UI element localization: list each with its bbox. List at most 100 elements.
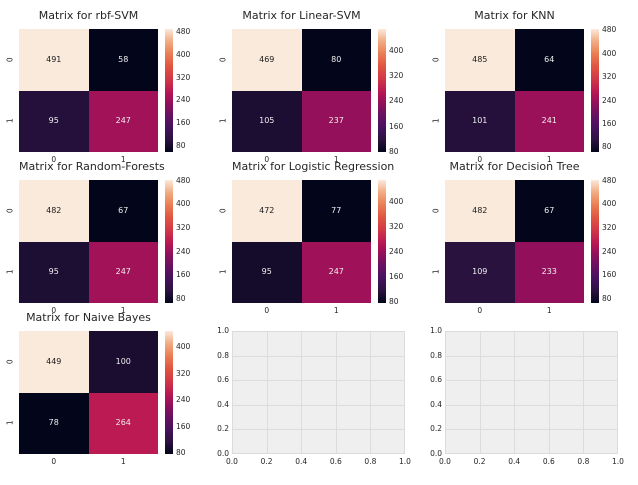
heatmap-cell: 491 xyxy=(19,29,89,91)
gridline-vertical xyxy=(267,331,268,454)
colorbar xyxy=(165,29,173,152)
colorbar-tick-label: 80 xyxy=(176,294,186,304)
colorbar xyxy=(378,29,386,152)
gridline-vertical xyxy=(445,331,446,454)
cell-value: 58 xyxy=(118,54,129,64)
heatmap-cell: 472 xyxy=(232,180,302,242)
heatmap-grid: 449 100 78 264 xyxy=(19,331,158,454)
cell-value: 241 xyxy=(541,116,557,126)
subplot-matrix-for-naive-bayes: Matrix for Naive Bayes 449 100 78 264 0 1 0 1 80 1… xyxy=(0,302,213,477)
gridline-horizontal xyxy=(445,453,618,454)
x-tick-label: 0 xyxy=(51,457,57,466)
cell-value: 80 xyxy=(331,54,342,64)
x-tick-label: 0.4 xyxy=(508,457,521,466)
subplot-matrix-for-logistic-regression: Matrix for Logistic Regression 472 77 95 247… xyxy=(213,151,426,326)
colorbar-tick-label: 80 xyxy=(602,294,612,304)
colorbar xyxy=(591,180,599,303)
heatmap-cell: 95 xyxy=(232,241,302,303)
subplot-title: Matrix for Random-Forests xyxy=(19,160,165,173)
cell-value: 95 xyxy=(261,267,272,277)
gridline-horizontal xyxy=(232,356,405,357)
colorbar-tick-label: 400 xyxy=(602,199,617,209)
y-tick-label: 0.2 xyxy=(217,424,229,434)
subplot-title: Matrix for rbf-SVM xyxy=(38,9,139,22)
colorbar-tick-label: 160 xyxy=(176,118,191,128)
heatmap-cell: 264 xyxy=(88,392,158,454)
colorbar-tick-label: 320 xyxy=(389,222,404,232)
heatmap-cell: 78 xyxy=(19,392,89,454)
cell-value: 64 xyxy=(544,54,555,64)
gridline-vertical xyxy=(480,331,481,454)
gridline-horizontal xyxy=(445,380,618,381)
subplot-matrix-for-decision-tree: Matrix for Decision Tree 482 67 109 233 0 1 0 1 8… xyxy=(426,151,638,326)
colorbar xyxy=(378,180,386,303)
cell-value: 482 xyxy=(46,205,62,215)
heatmap-cell: 101 xyxy=(445,90,515,152)
cell-value: 101 xyxy=(472,116,488,126)
colorbar-tick-label: 320 xyxy=(602,223,617,232)
x-tick-label: 1 xyxy=(120,155,126,164)
subplot-title: Matrix for Naive Bayes xyxy=(26,311,151,324)
cell-value: 109 xyxy=(472,267,488,277)
y-tick-label: 1 xyxy=(5,420,15,426)
x-tick-label: 0.8 xyxy=(364,457,377,466)
y-tick-label: 0.8 xyxy=(217,350,229,360)
heatmap-grid: 482 67 95 247 xyxy=(19,180,158,303)
y-tick-label: 0.2 xyxy=(430,424,442,434)
colorbar-tick-label: 320 xyxy=(176,368,191,378)
gridline-horizontal xyxy=(232,380,405,381)
y-tick-label: 0 xyxy=(5,208,15,213)
subplot-title: Matrix for Linear-SVM xyxy=(242,9,361,22)
x-tick-label: 0.8 xyxy=(577,457,590,466)
x-tick-label: 1.0 xyxy=(399,457,411,466)
cell-value: 237 xyxy=(328,116,344,126)
x-tick-label: 0 xyxy=(51,155,57,164)
cell-value: 449 xyxy=(46,356,62,366)
x-tick-label: 0.0 xyxy=(439,457,451,466)
colorbar xyxy=(165,180,173,303)
heatmap-cell: 237 xyxy=(301,90,371,152)
x-tick-label: 1 xyxy=(333,306,339,315)
gridline-vertical xyxy=(232,331,233,454)
subplot-title: Matrix for Decision Tree xyxy=(449,160,580,173)
colorbar-tick-label: 160 xyxy=(176,270,191,280)
cell-value: 67 xyxy=(118,205,129,215)
colorbar-tick-label: 320 xyxy=(176,72,191,82)
x-tick-label: 0 xyxy=(264,306,270,315)
subplot-title: Matrix for Logistic Regression xyxy=(232,160,395,173)
cell-value: 485 xyxy=(472,54,488,64)
heatmap-cell: 95 xyxy=(19,241,89,303)
colorbar-tick-label: 240 xyxy=(389,96,404,106)
cell-value: 105 xyxy=(259,116,275,126)
heatmap-grid: 485 64 101 241 xyxy=(445,29,584,152)
colorbar-tick-label: 400 xyxy=(176,199,191,209)
x-tick-label: 1.0 xyxy=(612,457,624,466)
gridline-horizontal xyxy=(232,453,405,454)
heatmap-cell: 233 xyxy=(514,241,584,303)
gridline-vertical xyxy=(370,331,371,454)
cell-value: 95 xyxy=(48,267,59,277)
heatmap-grid: 472 77 95 247 xyxy=(232,180,371,303)
x-tick-label: 0 xyxy=(477,306,483,315)
y-tick-label: 1 xyxy=(218,269,228,275)
colorbar-tick-label: 160 xyxy=(602,118,617,128)
subplot-empty-axes: 0.0 0.0 0.2 0.2 0.4 0.4 0.6 0.6 0.8 0.8 1.0 1.0 xyxy=(213,302,426,477)
y-tick-label: 0.6 xyxy=(430,375,442,385)
x-tick-label: 0.0 xyxy=(226,457,238,466)
cell-value: 264 xyxy=(115,418,131,428)
x-tick-label: 1 xyxy=(546,306,552,315)
heatmap-cell: 247 xyxy=(88,90,158,152)
colorbar-tick-label: 320 xyxy=(602,72,617,82)
heatmap-cell: 482 xyxy=(445,180,515,242)
heatmap-cell: 95 xyxy=(19,90,89,152)
gridline-horizontal xyxy=(445,429,618,430)
heatmap-cell: 100 xyxy=(88,331,158,393)
empty-axes-background xyxy=(232,331,405,454)
y-tick-label: 1 xyxy=(5,269,15,275)
colorbar-tick-label: 480 xyxy=(602,175,617,185)
gridline-vertical xyxy=(514,331,515,454)
gridline-horizontal xyxy=(232,331,405,332)
x-tick-label: 0.2 xyxy=(260,457,273,466)
cell-value: 77 xyxy=(331,205,342,215)
